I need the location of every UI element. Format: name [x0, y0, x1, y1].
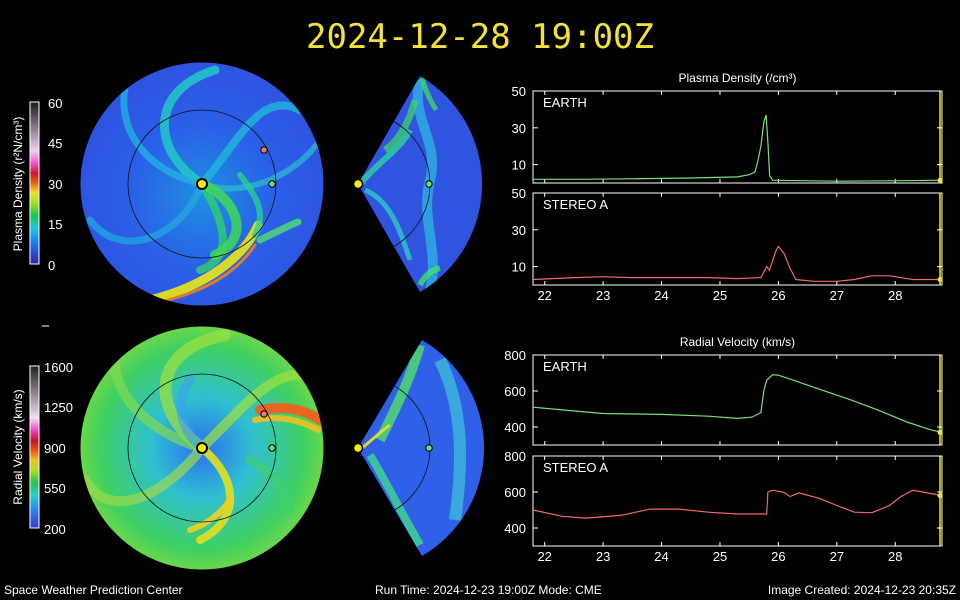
y-tick-label: 400	[504, 521, 526, 536]
y-tick-label: 30	[512, 223, 526, 238]
x-tick-label: 22	[537, 549, 551, 564]
velocity-colorbar-tick: 1600	[44, 360, 73, 375]
velocity-colorbar-tick: 900	[44, 441, 66, 456]
x-tick-label: 28	[888, 288, 902, 303]
footer-right: Image Created: 2024-12-23 20:35Z	[767, 583, 956, 597]
chart-panel: 10 30 50 STEREO A	[512, 186, 943, 286]
velocity-map-border	[79, 325, 325, 571]
density-map-border	[79, 61, 325, 307]
density-colorbar-tick: 60	[48, 96, 62, 111]
velocity-colorbar-tick: 200	[44, 522, 66, 537]
density-colorbar-tick: 45	[48, 136, 62, 151]
y-tick-label: 600	[504, 485, 526, 500]
earth-marker	[425, 180, 433, 188]
x-tick-label: 26	[771, 549, 785, 564]
panel-frame	[532, 192, 943, 286]
y-tick-label: 10	[512, 158, 526, 173]
sun-marker	[196, 178, 208, 190]
footer-left: Space Weather Prediction Center	[4, 583, 183, 597]
y-tick-label: 30	[512, 121, 526, 136]
x-tick-label: 25	[713, 288, 727, 303]
x-tick-label: 23	[596, 549, 610, 564]
y-tick-label: 400	[504, 420, 526, 435]
panel-frame	[532, 455, 943, 547]
x-tick-label: 27	[830, 549, 844, 564]
sun-marker	[352, 442, 364, 454]
series-label: EARTH	[543, 95, 587, 110]
chart-1: Radial Velocity (km/s) 400 600 800 EARTH 400 6…	[504, 335, 943, 564]
x-tick-label: 26	[771, 288, 785, 303]
velocity-colorbar: Radial Velocity (km/s) 1600 1250 900 550…	[11, 360, 73, 537]
earth-marker	[268, 444, 276, 452]
x-tick-label: 25	[713, 549, 727, 564]
chart-panel: 10 30 50 EARTH	[512, 84, 943, 184]
earth-series-line	[533, 114, 943, 182]
sun-marker	[352, 178, 364, 190]
current-value-dot	[937, 429, 943, 435]
panel-frame	[532, 354, 943, 446]
chart-title: Radial Velocity (km/s)	[680, 335, 795, 349]
x-tick-label: 24	[654, 549, 668, 564]
stereo-a-series-line	[532, 245, 942, 282]
timestamp-title: 2024-12-28 19:00Z	[306, 17, 654, 57]
density-colorbar-label: Plasma Density (r²N/cm³)	[11, 117, 25, 252]
chart-title: Plasma Density (/cm³)	[678, 71, 796, 85]
panel-frame	[532, 90, 943, 184]
series-label: STEREO A	[543, 197, 608, 212]
sun-marker	[196, 442, 208, 454]
current-value-dot	[937, 177, 943, 183]
y-tick-label: 50	[512, 84, 526, 99]
current-value-dot	[937, 276, 943, 282]
x-tick-label: 24	[654, 288, 668, 303]
velocity-colorbar-label: Radial Velocity (km/s)	[11, 389, 25, 504]
chart-panel: 400 600 800 STEREO A	[504, 449, 943, 547]
chart-0: Plasma Density (/cm³) 10 30 50 EARTH 10 30 50 ST…	[512, 71, 943, 303]
velocity-colorbar-tick: 550	[44, 481, 66, 496]
x-tick-label: 27	[830, 288, 844, 303]
time-series-charts: Plasma Density (/cm³) 10 30 50 EARTH 10 30 50 ST…	[504, 71, 943, 564]
velocity-colorbar-tick: 1250	[44, 400, 73, 415]
y-tick-label: 800	[504, 348, 526, 363]
earth-marker	[425, 444, 433, 452]
current-value-dot	[937, 493, 943, 499]
stereo-a-marker	[260, 410, 268, 418]
stereo-a-series-line	[532, 489, 943, 519]
y-tick-label: 10	[512, 260, 526, 275]
earth-series-line	[532, 374, 943, 433]
density-colorbar-tick: 0	[48, 258, 55, 273]
series-label: STEREO A	[543, 460, 608, 475]
density-colorbar: Plasma Density (r²N/cm³) 60 45 30 15 0	[11, 96, 62, 273]
earth-marker	[268, 180, 276, 188]
stereo-a-marker	[260, 146, 268, 154]
density-colorbar-tick: 15	[48, 217, 62, 232]
y-tick-label: 600	[504, 384, 526, 399]
y-tick-label: 800	[504, 449, 526, 464]
chart-panel: 400 600 800 EARTH	[504, 348, 943, 446]
footer-center: Run Time: 2024-12-23 19:00Z Mode: CME	[375, 583, 602, 597]
x-tick-label: 23	[596, 288, 610, 303]
x-tick-label: 22	[537, 288, 551, 303]
density-colorbar-tick: 30	[48, 177, 62, 192]
y-tick-label: 50	[512, 186, 526, 201]
x-tick-label: 28	[888, 549, 902, 564]
series-label: EARTH	[543, 359, 587, 374]
